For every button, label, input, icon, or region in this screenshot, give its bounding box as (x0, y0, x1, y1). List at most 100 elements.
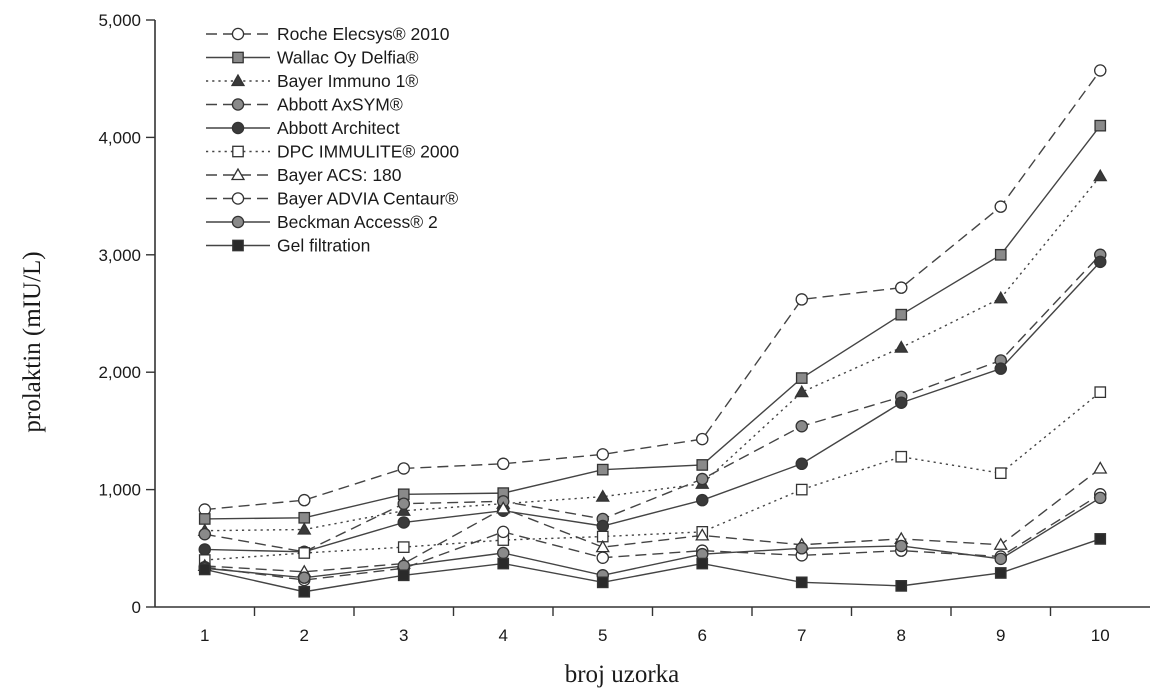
x-tick-label: 2 (300, 626, 309, 645)
data-point (1093, 461, 1108, 474)
data-point (696, 557, 709, 570)
data-point (1094, 119, 1107, 132)
legend-entry: Wallac Oy Delfia® (206, 48, 419, 68)
y-tick-label: 5,000 (98, 11, 141, 30)
data-point (596, 463, 609, 476)
legend-entry: Bayer ADVIA Centaur® (206, 189, 458, 209)
x-tick-label: 5 (598, 626, 607, 645)
axes: 0 1,000 2,000 3,000 4,000 5,000 1 2 3 4 5 6 7 8 9 10 (98, 11, 1150, 645)
data-point (895, 281, 908, 294)
series-line-8 (204, 493, 1101, 581)
data-point (994, 552, 1008, 566)
data-point (994, 362, 1008, 375)
series-line-5 (204, 261, 1101, 553)
x-tick-label: 6 (698, 626, 707, 645)
data-point (696, 493, 709, 507)
data-point (496, 546, 510, 560)
x-tick-label: 7 (797, 626, 806, 645)
legend-entry: Bayer ACS: 180 (206, 165, 402, 185)
data-point (396, 503, 411, 516)
series-lines (204, 70, 1101, 593)
data-point (696, 472, 709, 486)
data-point (596, 551, 610, 564)
data-point (696, 459, 709, 471)
data-point (795, 372, 808, 384)
data-point (795, 419, 809, 433)
data-point (596, 448, 610, 461)
data-point (895, 580, 908, 592)
y-tick-label: 1,000 (98, 481, 141, 500)
legend-swatch-marker (230, 73, 246, 87)
legend-entry: Roche Elecsys® 2010 (206, 24, 450, 44)
data-point (298, 511, 311, 524)
data-point (1094, 255, 1107, 269)
data-point (397, 541, 410, 553)
series-line-4 (204, 254, 1101, 553)
data-point (297, 493, 311, 507)
y-tick-label: 2,000 (98, 363, 141, 382)
series-line-2 (204, 125, 1101, 520)
legend-label: Bayer Immuno 1® (277, 71, 418, 91)
data-point (1093, 168, 1108, 182)
data-point (397, 497, 410, 510)
legend-entry: DPC IMMULITE® 2000 (206, 142, 459, 162)
legend-label: Beckman Access® 2 (277, 212, 438, 232)
legend-swatch-marker (232, 145, 244, 158)
data-point (895, 539, 908, 553)
legend-label: Abbott AxSYM® (277, 95, 403, 115)
data-point (1094, 64, 1107, 77)
legend: Roche Elecsys® 2010 Wallac Oy Delfia® Baye… (206, 24, 459, 256)
data-point (795, 576, 808, 589)
data-point (795, 542, 809, 555)
data-point (198, 527, 211, 541)
y-tick-label: 0 (132, 598, 141, 617)
data-point (795, 293, 809, 306)
legend-entry: Abbott Architect (206, 118, 400, 138)
x-tick-label: 1 (200, 626, 209, 645)
data-point (895, 308, 908, 321)
series-line-9 (204, 497, 1101, 579)
x-tick-label: 10 (1091, 626, 1110, 645)
data-point (397, 462, 410, 475)
data-point (794, 384, 809, 398)
series-markers (197, 64, 1108, 598)
data-point (993, 290, 1008, 304)
legend-swatch-marker (232, 51, 244, 64)
legend-swatch-marker (230, 167, 246, 181)
legend-label: Bayer ADVIA Centaur® (277, 189, 458, 209)
data-point (1094, 386, 1107, 399)
y-tick-label: 4,000 (98, 128, 141, 147)
data-point (596, 576, 609, 589)
x-tick-label: 9 (996, 626, 1005, 645)
legend-swatch-marker (231, 121, 245, 135)
data-point (298, 585, 311, 598)
data-point (993, 537, 1008, 550)
legend-label: Wallac Oy Delfia® (277, 48, 419, 68)
x-tick-label: 4 (499, 626, 508, 645)
y-axis-title: prolaktin (mIU/L) (19, 251, 46, 432)
data-point (695, 528, 710, 541)
series-line-7 (204, 467, 1101, 573)
legend-swatch-marker (232, 239, 244, 252)
data-point (994, 567, 1007, 579)
data-point (198, 543, 211, 556)
legend-swatch-marker (231, 192, 245, 205)
legend-label: DPC IMMULITE® 2000 (277, 142, 459, 162)
data-point (397, 516, 410, 529)
data-point (994, 200, 1008, 213)
legend-swatch-marker (231, 27, 245, 41)
data-point (994, 248, 1007, 261)
series-line-3 (204, 175, 1101, 532)
data-point (595, 539, 610, 553)
data-point (298, 547, 311, 559)
data-point (1094, 491, 1107, 505)
data-point (198, 563, 211, 576)
data-point (496, 501, 511, 514)
data-point (595, 489, 610, 502)
data-point (297, 571, 311, 584)
legend-label: Bayer ACS: 180 (277, 165, 402, 185)
data-point (994, 467, 1007, 480)
data-point (795, 457, 809, 471)
legend-entry: Gel filtration (206, 236, 370, 256)
